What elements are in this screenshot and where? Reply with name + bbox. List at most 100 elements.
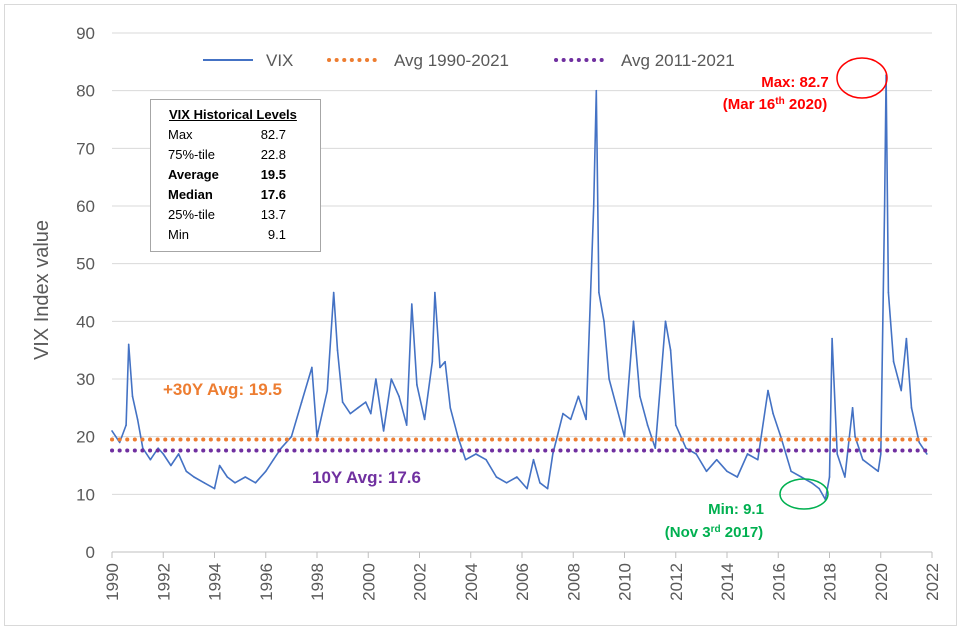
legend-avg30-label: Avg 1990-2021	[394, 51, 509, 70]
x-tick-label: 1992	[154, 563, 173, 601]
vix-point	[326, 389, 329, 392]
x-tick-label: 2016	[769, 563, 788, 601]
vix-point	[736, 476, 739, 478]
vix-point	[131, 395, 134, 398]
legend-vix-label: VIX	[266, 51, 293, 70]
y-tick-label: 30	[76, 370, 95, 389]
vix-point	[851, 407, 854, 409]
x-tick-label: 1998	[308, 563, 327, 601]
stat-value: 82.7	[260, 127, 286, 142]
vix-stats-box: VIX Historical Levels Max 82.7 75%-tile …	[150, 99, 321, 252]
x-tick-label: 1990	[103, 563, 122, 601]
stat-label: Average	[168, 167, 219, 182]
vix-point	[516, 476, 518, 478]
min-date-post: 2017)	[721, 524, 764, 541]
stat-value: 19.5	[260, 167, 286, 182]
vix-point	[457, 435, 459, 438]
vix-point	[892, 360, 895, 363]
vix-point	[532, 458, 535, 461]
vix-point	[434, 291, 436, 294]
stat-label: 75%-tile	[168, 147, 215, 162]
vix-point	[254, 482, 257, 484]
vix-point	[280, 447, 282, 450]
vix-point	[382, 430, 385, 432]
min-date-pre: (Nov 3	[665, 524, 711, 541]
vix-point	[800, 476, 803, 478]
x-tick-label: 1994	[206, 563, 225, 601]
vix-point	[695, 453, 698, 455]
min-highlight-circle	[779, 478, 829, 510]
legend: VIX Avg 1990-2021 Avg 2011-2021	[203, 51, 735, 70]
vix-point	[598, 291, 600, 294]
vix-point	[810, 482, 813, 484]
x-tick-label: 2018	[821, 563, 840, 601]
vix-point	[444, 360, 446, 363]
x-tick-label: 2000	[359, 563, 378, 601]
vix-point	[127, 343, 130, 346]
vix-point	[828, 476, 831, 478]
vix-point	[341, 401, 344, 403]
vix-point	[439, 366, 441, 369]
vix-point	[118, 441, 121, 444]
vix-point	[431, 360, 434, 363]
avg10-annotation: 10Y Avg: 17.6	[312, 468, 421, 487]
vix-point	[756, 458, 759, 461]
x-tick-label: 1996	[257, 563, 276, 601]
y-tick-label: 0	[86, 543, 95, 562]
max-annotation-line1: Max: 82.7	[761, 74, 829, 91]
x-tick-label: 2004	[462, 563, 481, 601]
max-annotation-line2: (Mar 16th 2020)	[723, 96, 828, 114]
vix-point	[669, 349, 672, 351]
vix-point	[390, 378, 393, 380]
vix-point	[234, 482, 236, 484]
min-annotation-line2: (Nov 3rd 2017)	[665, 524, 763, 542]
vix-point	[170, 464, 172, 467]
vix-point	[632, 320, 635, 323]
vix-point	[664, 320, 667, 323]
x-tick-label: 2008	[564, 563, 583, 601]
vix-point	[264, 470, 267, 473]
vix-point	[854, 435, 856, 438]
vix-point	[336, 349, 339, 351]
x-tick-label: 2014	[718, 563, 737, 601]
vix-point	[818, 487, 821, 490]
stat-label: 25%-tile	[168, 207, 215, 222]
vix-point	[136, 418, 139, 421]
vix-point	[357, 407, 359, 409]
stats-row-p75: 75%-tile 22.8	[168, 145, 320, 165]
y-tick-label: 70	[76, 139, 95, 158]
vix-point	[623, 435, 626, 438]
vix-point	[475, 453, 477, 455]
max-date-pre: (Mar 16	[723, 96, 776, 113]
vix-point	[162, 453, 165, 455]
stat-label: Median	[168, 187, 213, 202]
vix-point	[411, 303, 413, 305]
y-tick-label: 10	[76, 485, 95, 504]
vix-point	[193, 476, 195, 478]
vix-point	[926, 453, 928, 455]
stats-row-average: Average 19.5	[168, 165, 320, 185]
vix-point	[546, 487, 549, 490]
vix-point	[125, 424, 127, 426]
stats-row-median: Median 17.6	[168, 185, 320, 205]
y-axis-label: VIX Index value	[31, 220, 53, 360]
x-tick-label: 2006	[513, 563, 532, 601]
x-tick-label: 2020	[872, 563, 891, 601]
vix-point	[592, 205, 595, 207]
max-date-post: 2020)	[785, 96, 828, 113]
vix-point	[585, 418, 587, 421]
max-date-sup: th	[775, 96, 784, 107]
vix-point	[877, 470, 879, 473]
stat-label: Min	[168, 227, 189, 242]
vix-point	[790, 470, 792, 473]
y-tick-label: 40	[76, 312, 95, 331]
vix-point	[595, 89, 598, 92]
y-tick-label: 90	[76, 24, 95, 43]
legend-avg10-label: Avg 2011-2021	[621, 51, 735, 70]
vix-point	[674, 424, 677, 426]
stat-value: 22.8	[260, 147, 286, 162]
vix-point	[203, 482, 206, 484]
stat-label: Max	[168, 127, 193, 142]
vix-point	[398, 395, 400, 398]
